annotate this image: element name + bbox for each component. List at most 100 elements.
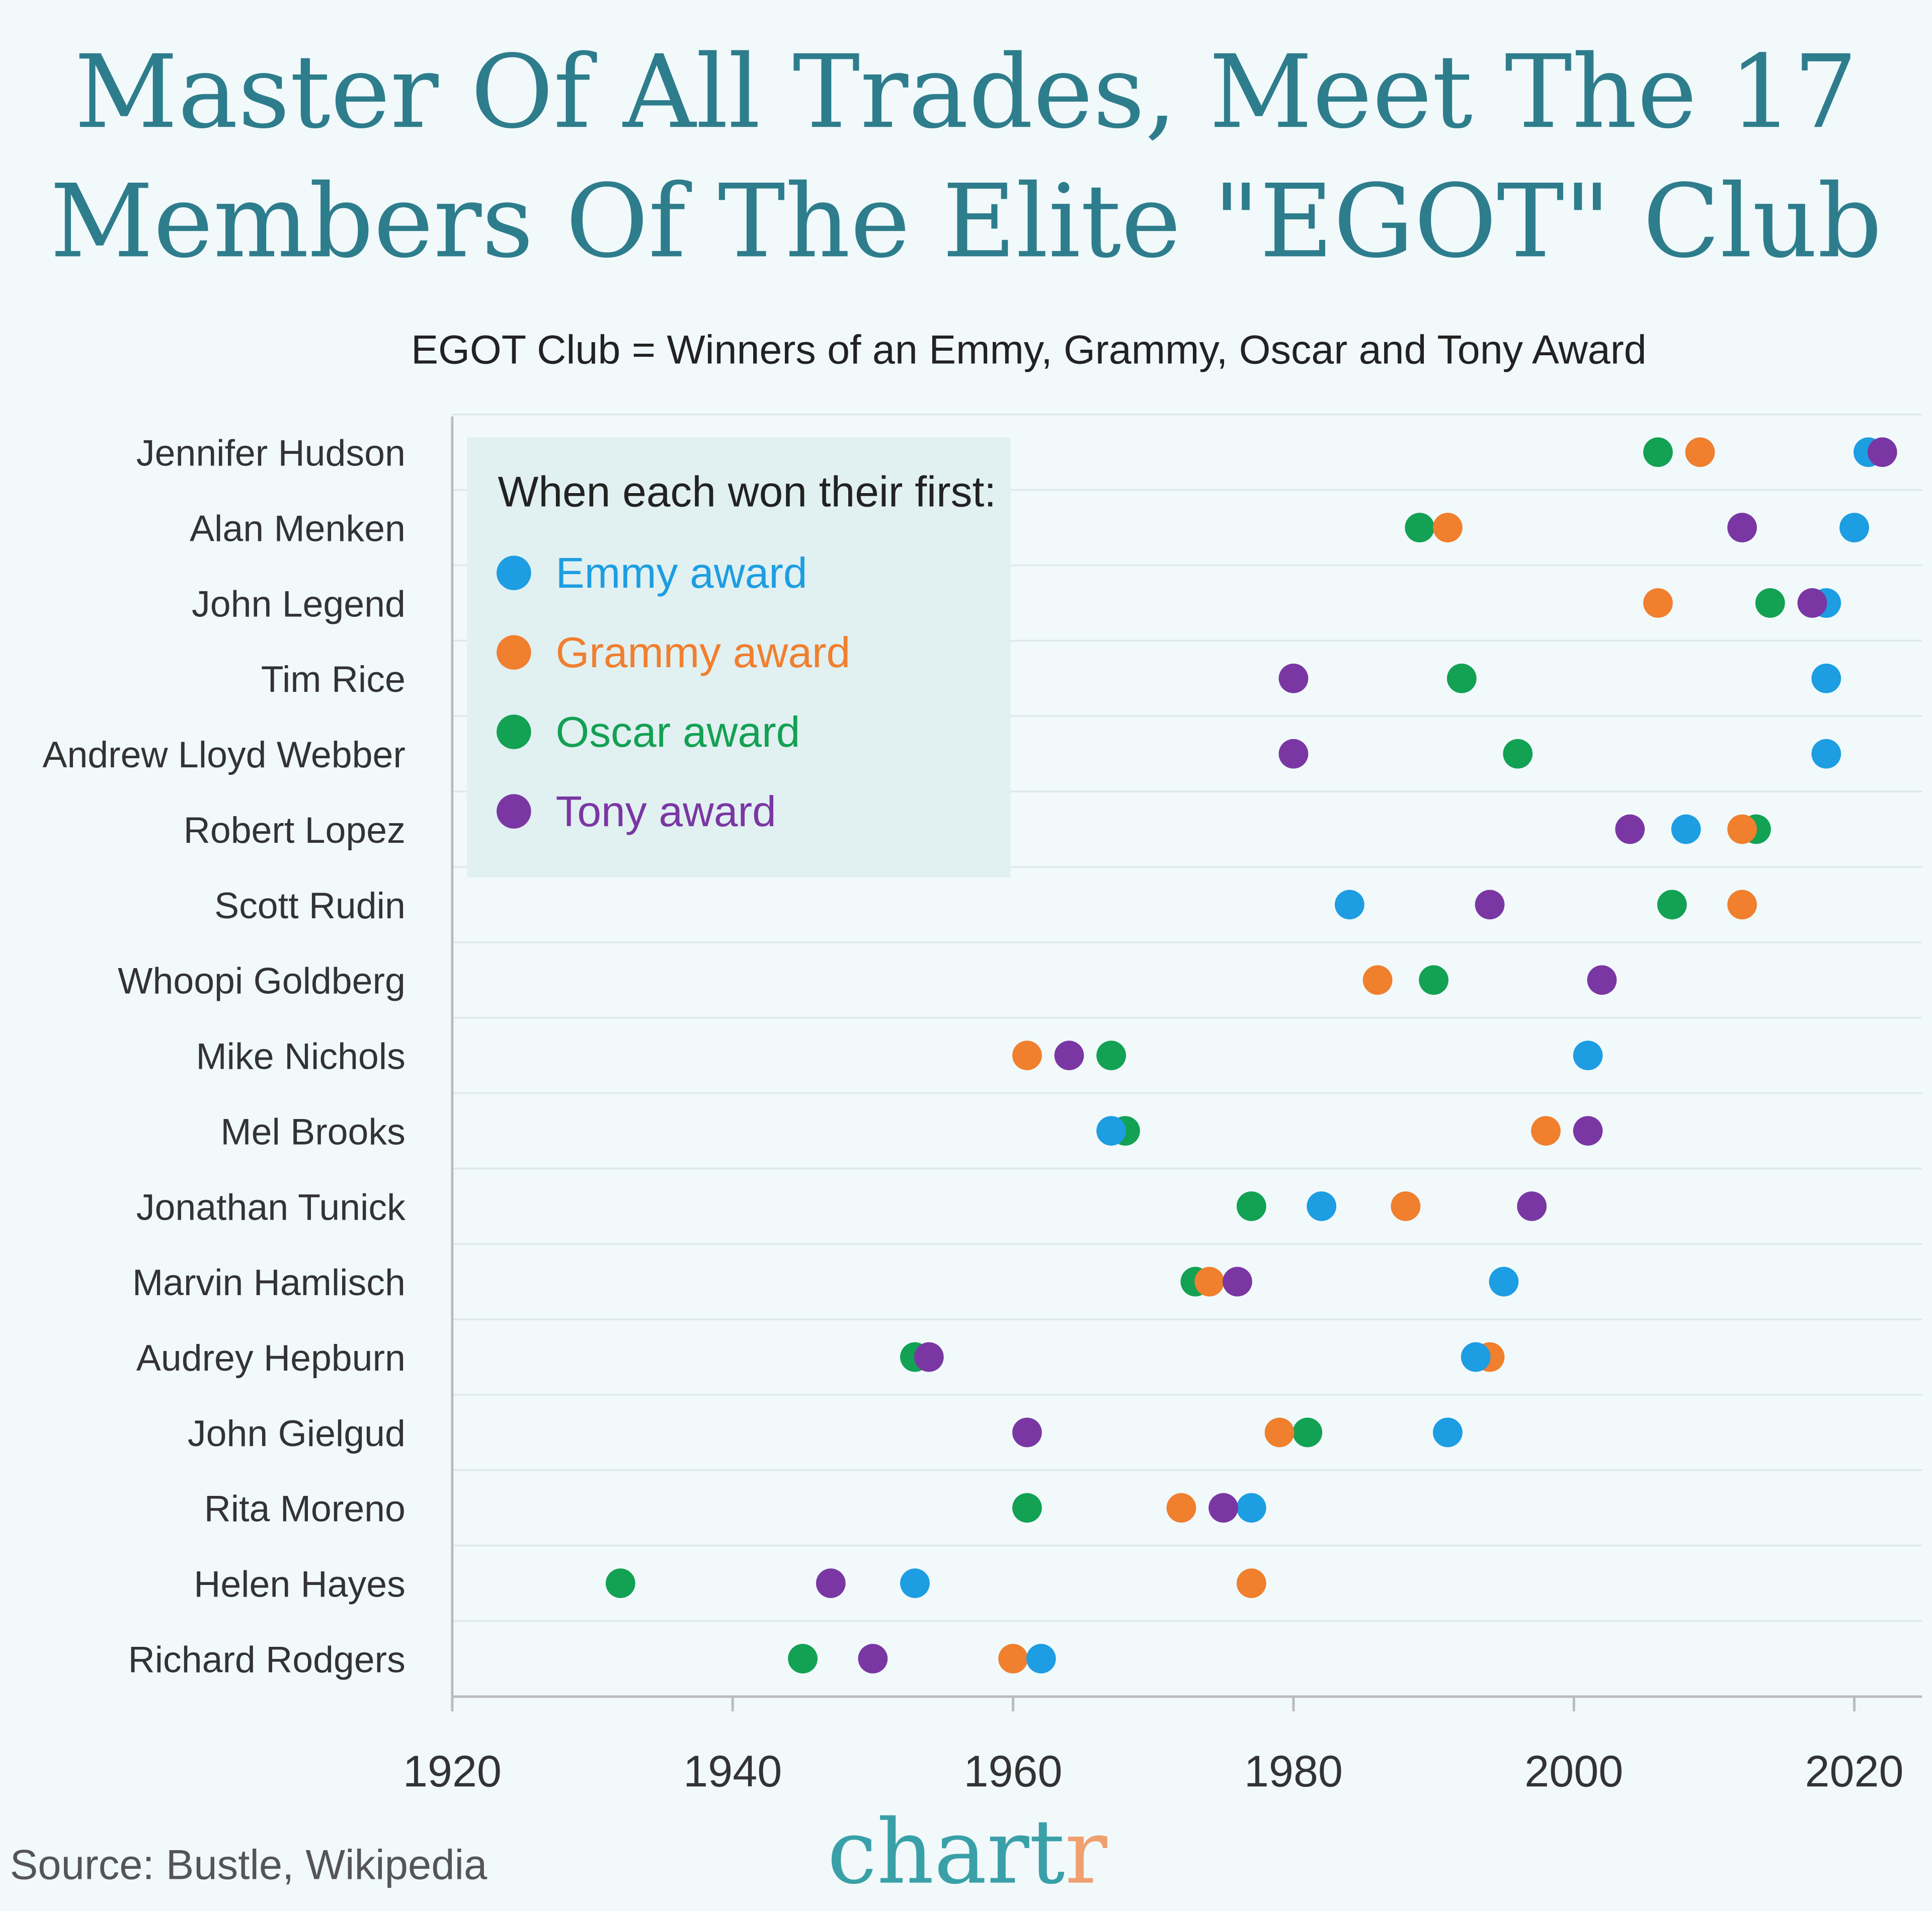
source-note: Source: Bustle, Wikipedia bbox=[10, 1841, 488, 1888]
x-tick-labels: 1920 1940 1960 1980 2000 2020 bbox=[403, 1696, 1904, 1796]
row-label: Robert Lopez bbox=[184, 809, 406, 851]
legend-label-tony: Tony award bbox=[556, 787, 776, 836]
dot-grammy bbox=[1166, 1493, 1196, 1523]
dot-emmy bbox=[1811, 739, 1841, 769]
dot-emmy bbox=[1236, 1493, 1266, 1523]
dot-tony bbox=[1012, 1417, 1042, 1448]
row-label: John Gielgud bbox=[188, 1412, 406, 1454]
dot-tony bbox=[1475, 890, 1505, 920]
dot-emmy bbox=[1489, 1266, 1519, 1297]
dot-grammy bbox=[1685, 437, 1715, 467]
dot-tony bbox=[816, 1568, 846, 1599]
row-label: Whoopi Goldberg bbox=[118, 960, 406, 1002]
dot-tony bbox=[1727, 513, 1757, 542]
dot-oscar bbox=[1657, 890, 1687, 920]
dot-oscar bbox=[1096, 1041, 1126, 1070]
dot-oscar bbox=[1419, 965, 1448, 995]
x-tick-label: 2020 bbox=[1805, 1746, 1903, 1796]
row-labels: Jennifer Hudson Alan Menken John Legend Tim… bbox=[42, 432, 406, 1681]
row-label: Jennifer Hudson bbox=[136, 432, 406, 474]
dot-oscar bbox=[1643, 437, 1673, 467]
row-label: Richard Rodgers bbox=[128, 1638, 406, 1680]
legend: When each won their first: Emmy award Gra… bbox=[467, 437, 1011, 878]
legend-label-emmy: Emmy award bbox=[556, 549, 808, 597]
row-label: Scott Rudin bbox=[214, 885, 406, 926]
x-tick-label: 1960 bbox=[963, 1746, 1062, 1796]
dot-tony bbox=[1054, 1041, 1084, 1070]
chartr-logo: chartr bbox=[827, 1800, 1108, 1904]
legend-marker-oscar bbox=[497, 714, 531, 749]
dot-oscar bbox=[1405, 513, 1435, 542]
dot-emmy bbox=[1026, 1644, 1056, 1674]
dot-grammy bbox=[1391, 1191, 1421, 1221]
row-label: Tim Rice bbox=[261, 658, 406, 700]
dot-grammy bbox=[1727, 814, 1757, 844]
dot-emmy bbox=[1461, 1342, 1491, 1372]
dot-tony bbox=[1278, 663, 1309, 693]
dot-oscar bbox=[1236, 1191, 1266, 1221]
row-label: Mel Brooks bbox=[220, 1110, 405, 1152]
dot-oscar bbox=[1503, 739, 1533, 769]
dot-tony bbox=[1278, 739, 1309, 769]
x-tick-label: 2000 bbox=[1524, 1746, 1623, 1796]
dot-emmy bbox=[1811, 663, 1841, 693]
title-line-2: Members Of The Elite "EGOT" Club bbox=[50, 163, 1882, 280]
row-label: Rita Moreno bbox=[204, 1488, 406, 1530]
dot-oscar bbox=[1446, 663, 1477, 693]
dot-tony bbox=[1223, 1266, 1252, 1297]
dot-oscar bbox=[1755, 588, 1785, 618]
dot-tony bbox=[1573, 1116, 1603, 1146]
dot-emmy bbox=[1433, 1417, 1463, 1448]
dot-grammy bbox=[1236, 1568, 1266, 1599]
row-label: Mike Nichols bbox=[196, 1036, 405, 1077]
dot-grammy bbox=[1194, 1266, 1225, 1297]
legend-label-oscar: Oscar award bbox=[556, 708, 800, 756]
legend-label-grammy: Grammy award bbox=[556, 628, 851, 677]
dot-emmy bbox=[900, 1568, 930, 1599]
row-label: Alan Menken bbox=[190, 507, 406, 549]
dot-oscar bbox=[788, 1644, 818, 1674]
title-line-1: Master Of All Trades, Meet The 17 bbox=[74, 34, 1858, 151]
dot-oscar bbox=[1293, 1417, 1323, 1448]
dot-emmy bbox=[1671, 814, 1701, 844]
dot-emmy bbox=[1839, 513, 1869, 542]
row-label: Helen Hayes bbox=[194, 1563, 406, 1605]
dot-grammy bbox=[1362, 965, 1393, 995]
row-label: Marvin Hamlisch bbox=[132, 1261, 406, 1303]
dot-oscar bbox=[1012, 1493, 1042, 1523]
data-points bbox=[605, 437, 1897, 1674]
legend-marker-tony bbox=[497, 794, 531, 829]
dot-emmy bbox=[1573, 1041, 1603, 1070]
dot-grammy bbox=[1264, 1417, 1295, 1448]
legend-box bbox=[467, 437, 1011, 878]
dot-tony bbox=[1517, 1191, 1547, 1221]
dot-grammy bbox=[1012, 1041, 1042, 1070]
x-tick-label: 1920 bbox=[403, 1746, 502, 1796]
x-tick-label: 1940 bbox=[683, 1746, 782, 1796]
legend-marker-emmy bbox=[497, 555, 531, 590]
dot-tony bbox=[858, 1644, 888, 1674]
row-label: Audrey Hepburn bbox=[136, 1337, 406, 1379]
dot-oscar bbox=[605, 1568, 635, 1599]
row-label: Jonathan Tunick bbox=[136, 1186, 406, 1228]
dot-tony bbox=[1797, 588, 1827, 618]
dot-emmy bbox=[1334, 890, 1364, 920]
dot-tony bbox=[1209, 1493, 1238, 1523]
dot-grammy bbox=[998, 1644, 1028, 1674]
dot-grammy bbox=[1727, 890, 1757, 920]
dot-tony bbox=[1587, 965, 1617, 995]
row-label: John Legend bbox=[192, 583, 406, 624]
dot-grammy bbox=[1531, 1116, 1561, 1146]
dot-tony bbox=[1867, 437, 1897, 467]
dot-grammy bbox=[1433, 513, 1463, 542]
dot-grammy bbox=[1643, 588, 1673, 618]
x-tick-label: 1980 bbox=[1244, 1746, 1343, 1796]
dot-tony bbox=[914, 1342, 944, 1372]
subtitle: EGOT Club = Winners of an Emmy, Grammy, … bbox=[411, 327, 1646, 372]
row-label: Andrew Lloyd Webber bbox=[42, 734, 405, 775]
dot-emmy bbox=[1096, 1116, 1126, 1146]
legend-title: When each won their first: bbox=[498, 467, 996, 516]
legend-marker-grammy bbox=[497, 635, 531, 670]
